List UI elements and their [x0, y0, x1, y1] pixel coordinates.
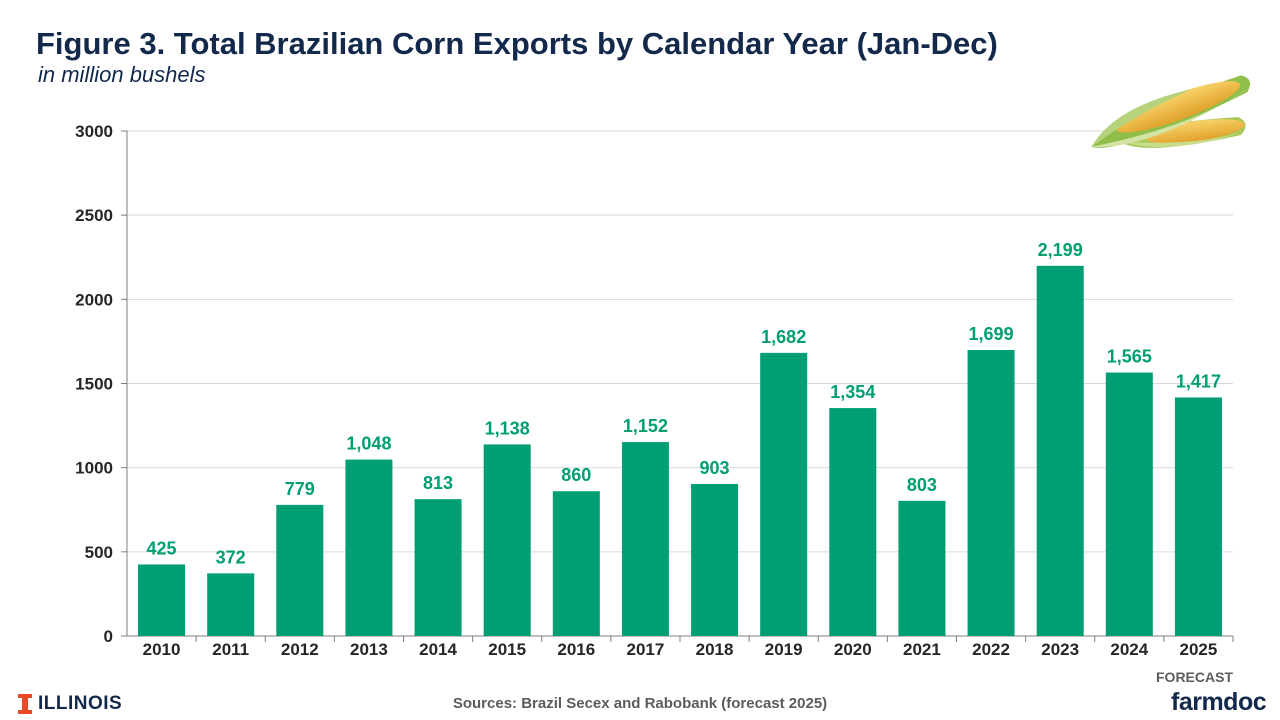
data-label: 1,565 [1107, 347, 1152, 367]
x-tick-label: 2025 [1180, 640, 1218, 659]
x-tick-label: 2021 [903, 640, 941, 659]
bar [691, 483, 739, 636]
data-label: 860 [561, 465, 591, 485]
data-label: 1,699 [969, 324, 1014, 344]
y-tick-label: 2000 [75, 290, 113, 309]
x-tick-label: 2013 [350, 640, 388, 659]
x-tick-label: 2014 [419, 640, 457, 659]
data-label: 813 [423, 473, 453, 493]
data-label: 372 [216, 547, 246, 567]
y-tick-label: 3000 [75, 122, 113, 141]
chart-title: Figure 3. Total Brazilian Corn Exports b… [36, 26, 998, 61]
bar [760, 352, 808, 636]
x-tick-label: 2020 [834, 640, 872, 659]
x-tick-label: 2016 [557, 640, 595, 659]
x-tick-label: 2019 [765, 640, 803, 659]
x-tick-label: 2022 [972, 640, 1010, 659]
x-tick-label: 2015 [488, 640, 526, 659]
data-label: 803 [907, 475, 937, 495]
x-tick-label: 2024 [1110, 640, 1148, 659]
corn-cobs-image [1091, 75, 1252, 148]
bar [1174, 397, 1222, 636]
sources-note: Sources: Brazil Secex and Rabobank (fore… [452, 695, 828, 712]
bar [829, 408, 877, 636]
y-tick-label: 1000 [75, 459, 113, 478]
x-tick-label: 2017 [627, 640, 665, 659]
bar [345, 459, 393, 636]
y-tick-label: 1500 [75, 375, 113, 394]
data-label: 1,682 [761, 327, 806, 347]
data-label: 779 [285, 479, 315, 499]
bar [898, 500, 946, 636]
illinois-block-i-icon [18, 694, 32, 714]
y-tick-label: 2500 [75, 206, 113, 225]
x-tick-label: 2010 [143, 640, 181, 659]
x-tick-label: 2011 [212, 640, 249, 659]
bar [138, 564, 186, 636]
data-label: 1,048 [346, 434, 391, 454]
chart-subtitle: in million bushels [38, 62, 206, 87]
illinois-logo-text: ILLINOIS [38, 693, 123, 714]
forecast-label: FORECAST [1156, 669, 1233, 685]
data-label: 1,417 [1176, 371, 1221, 391]
bar [483, 444, 531, 636]
farmdoc-logo: farmdoc [1171, 688, 1267, 716]
bar [621, 442, 669, 636]
bar [1105, 372, 1153, 636]
x-tick-label: 2012 [281, 640, 319, 659]
y-tick-label: 0 [104, 627, 113, 646]
bar [207, 573, 255, 636]
bar [552, 491, 600, 636]
bar [414, 499, 462, 636]
data-label: 1,354 [830, 382, 875, 402]
data-label: 425 [147, 538, 177, 558]
bar [276, 504, 324, 636]
data-label: 1,152 [623, 416, 668, 436]
data-label: 903 [700, 458, 730, 478]
x-tick-label: 2023 [1041, 640, 1079, 659]
data-label: 2,199 [1038, 240, 1083, 260]
y-tick-label: 500 [85, 543, 113, 562]
bar [967, 350, 1015, 636]
data-label: 1,138 [485, 418, 530, 438]
bar [1036, 265, 1084, 636]
x-tick-label: 2018 [696, 640, 734, 659]
illinois-logo: ILLINOIS [18, 693, 122, 715]
